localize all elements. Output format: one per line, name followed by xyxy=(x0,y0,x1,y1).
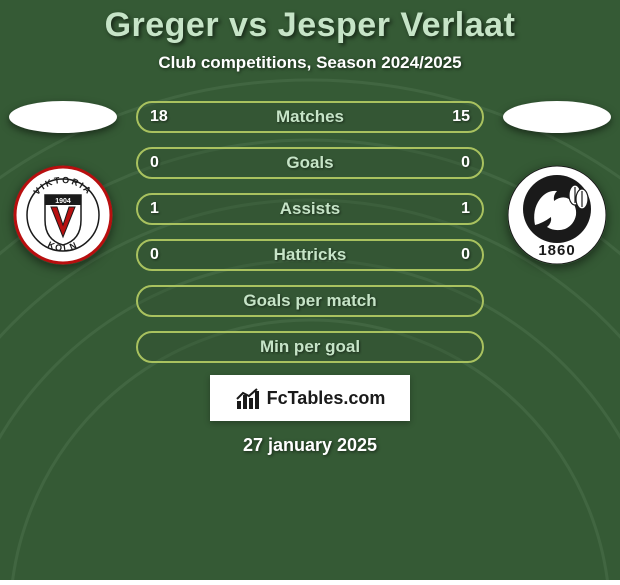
stat-right-value: 0 xyxy=(461,246,470,264)
stat-label: Matches xyxy=(276,107,344,127)
stat-label: Goals xyxy=(286,153,333,173)
stat-bar: 0 Hattricks 0 xyxy=(136,239,484,271)
main-row: VIKTORIA KÖLN 1904 18 Matches 15 0 Goals 0 1 As… xyxy=(0,101,620,363)
left-club-badge: VIKTORIA KÖLN 1904 xyxy=(13,165,113,265)
stat-left-value: 0 xyxy=(150,246,159,264)
date-text: 27 january 2025 xyxy=(243,435,377,456)
comparison-title: Greger vs Jesper Verlaat xyxy=(105,6,516,45)
subtitle: Club competitions, Season 2024/2025 xyxy=(158,53,461,73)
left-side: VIKTORIA KÖLN 1904 xyxy=(8,101,118,265)
stat-right-value: 1 xyxy=(461,200,470,218)
stat-left-value: 1 xyxy=(150,200,159,218)
stats-bars: 18 Matches 15 0 Goals 0 1 Assists 1 0 Hattricks 0 Go… xyxy=(136,101,484,363)
stat-bar: 1 Assists 1 xyxy=(136,193,484,225)
stat-label: Assists xyxy=(280,199,340,219)
right-club-badge: 1860 xyxy=(507,165,607,265)
stat-label: Goals per match xyxy=(243,291,376,311)
chart-icon xyxy=(235,385,261,411)
watermark-text: FcTables.com xyxy=(267,388,386,409)
stat-left-value: 18 xyxy=(150,108,168,126)
stat-left-value: 0 xyxy=(150,154,159,172)
svg-text:1860: 1860 xyxy=(538,242,575,259)
stat-bar: Goals per match xyxy=(136,285,484,317)
watermark: FcTables.com xyxy=(210,375,410,421)
stat-bar: 0 Goals 0 xyxy=(136,147,484,179)
stat-right-value: 15 xyxy=(452,108,470,126)
stat-label: Hattricks xyxy=(274,245,347,265)
stat-right-value: 0 xyxy=(461,154,470,172)
stat-label: Min per goal xyxy=(260,337,360,357)
right-side: 1860 xyxy=(502,101,612,265)
right-flag xyxy=(503,101,611,133)
svg-text:1904: 1904 xyxy=(55,198,71,205)
stat-bar: 18 Matches 15 xyxy=(136,101,484,133)
stat-bar: Min per goal xyxy=(136,331,484,363)
left-flag xyxy=(9,101,117,133)
